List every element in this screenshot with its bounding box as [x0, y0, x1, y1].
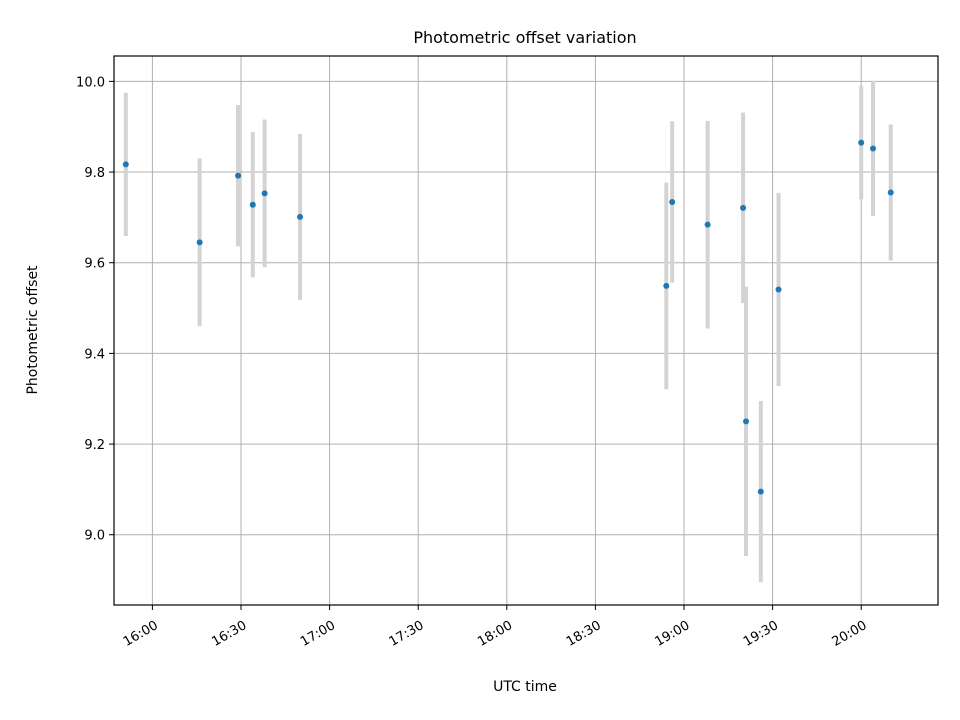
data-point — [669, 198, 676, 205]
x-tick-label: 19:00 — [652, 618, 692, 650]
data-point — [743, 418, 750, 425]
chart-title: Photometric offset variation — [413, 28, 636, 47]
y-tick-label: 9.0 — [84, 529, 105, 544]
x-tick-label: 17:00 — [298, 618, 338, 650]
data-point — [196, 239, 203, 246]
data-point — [663, 282, 670, 289]
x-tick-label: 18:00 — [475, 618, 515, 650]
data-point — [740, 204, 747, 211]
plot-frame — [113, 55, 939, 606]
x-tick-label: 16:30 — [209, 618, 249, 650]
data-point — [122, 161, 129, 168]
data-points — [122, 139, 894, 495]
data-point — [704, 221, 711, 228]
y-axis-label: Photometric offset — [25, 265, 41, 395]
y-tick-label: 10.0 — [76, 75, 105, 90]
x-tick-label: 19:30 — [741, 618, 781, 650]
grid — [114, 56, 938, 605]
y-axis: 9.0 9.2 9.4 9.6 9.8 10.0 — [76, 75, 114, 544]
data-point — [261, 190, 268, 197]
data-point — [858, 139, 865, 146]
y-tick-label: 9.6 — [84, 257, 105, 272]
data-point — [757, 488, 764, 495]
x-tick-label: 18:30 — [564, 618, 604, 650]
data-point — [775, 286, 782, 293]
y-tick-label: 9.8 — [84, 166, 105, 181]
x-tick-label: 20:00 — [830, 618, 870, 650]
data-point — [887, 189, 894, 196]
data-point — [870, 145, 877, 152]
data-point — [235, 172, 242, 179]
x-tick-label: 17:30 — [387, 618, 427, 650]
y-tick-label: 9.4 — [84, 347, 105, 362]
x-axis-label: UTC time — [493, 679, 557, 695]
x-tick-label: 16:00 — [121, 618, 161, 650]
x-axis: 16:00 16:30 17:00 17:30 18:00 18:30 19:00 19:30… — [121, 605, 870, 650]
y-tick-label: 9.2 — [84, 438, 105, 453]
data-point — [249, 201, 256, 208]
data-point — [297, 213, 304, 220]
